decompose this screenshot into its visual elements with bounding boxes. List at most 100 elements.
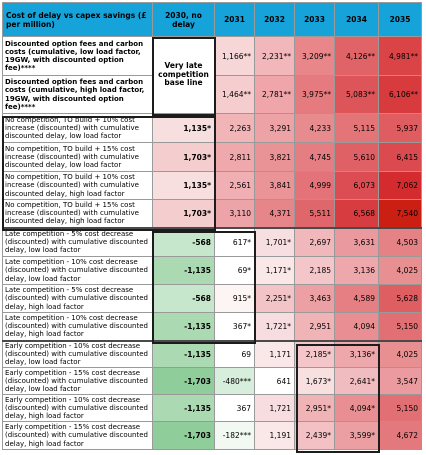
value-cell-2031: 69*: [214, 256, 255, 285]
value-cell-2031: 367: [214, 394, 255, 422]
table-row: No competition, TO build + 10% cost incr…: [2, 171, 422, 200]
value-cell-2035: 6,415: [378, 142, 422, 172]
column-header-2030: 2030, no delay: [152, 2, 215, 37]
table-row: Late competition - 5% cost decrease (dis…: [2, 226, 422, 257]
value-cell-2034: 5,610: [334, 142, 379, 172]
column-header-2031: 2031: [214, 2, 255, 37]
value-cell-2035: 5,150: [378, 394, 422, 422]
value-cell-2034: 2,641*: [334, 367, 379, 395]
value-cell-2032: 3,821: [254, 142, 295, 172]
value-cell-2030: -1,703: [152, 421, 215, 450]
table-body: Discounted option fees and carbon costs …: [2, 36, 422, 450]
column-header-2033: 2033: [294, 2, 335, 37]
row-label: Discounted option fees and carbon costs …: [2, 75, 153, 114]
value-cell-2031: 617*: [214, 226, 255, 257]
value-cell-2031: 2,811: [214, 142, 255, 172]
value-cell-2030: -1,135: [152, 312, 215, 341]
table-row: Early competition - 15% cost decrease (d…: [2, 367, 422, 395]
value-cell-2033: 3,975**: [294, 75, 335, 114]
row-label: No competition, TO build + 10% cost incr…: [2, 113, 153, 143]
row-label: No competition, TO build + 15% cost incr…: [2, 142, 153, 172]
value-cell-2031: 3,110: [214, 199, 255, 228]
value-cell-2030: -1,703: [152, 367, 215, 395]
value-cell-2034: 6,568: [334, 199, 379, 228]
value-cell-2035: 4,672: [378, 421, 422, 450]
value-cell-2035: 7,062: [378, 171, 422, 200]
value-cell-2031: 2,263: [214, 113, 255, 143]
value-cell-2032: 3,841: [254, 171, 295, 200]
value-cell-2032: 1,171*: [254, 256, 295, 285]
table-row: Late competition - 5% cost decrease (dis…: [2, 284, 422, 313]
row-label: Late competition - 10% cost decrease (di…: [2, 312, 153, 341]
value-cell-2032: 1,721: [254, 394, 295, 422]
column-header-2034: 2034: [334, 2, 379, 37]
value-cell-2033: 2,951*: [294, 394, 335, 422]
value-cell-2031: -480***: [214, 367, 255, 395]
value-cell-2034: 5,083**: [334, 75, 379, 114]
column-header-2032: 2032: [254, 2, 295, 37]
value-cell-2030: 1,135*: [152, 171, 215, 200]
value-cell-2035: 5,628: [378, 284, 422, 313]
value-cell-2035: 4,981**: [378, 36, 422, 76]
value-cell-2035: 5,150: [378, 312, 422, 341]
value-cell-2035: 7,540: [378, 199, 422, 228]
row-label: Early competition - 10% cost decrease (d…: [2, 339, 153, 368]
cost-of-delay-table: Cost of delay vs capex savings (£ per mi…: [2, 2, 422, 450]
row-label: No competition, TO build + 15% cost incr…: [2, 199, 153, 228]
value-cell-2033: 2,439*: [294, 421, 335, 450]
value-cell-2033: 4,233: [294, 113, 335, 143]
value-cell-2031: 2,561: [214, 171, 255, 200]
value-cell-2030: -568: [152, 284, 215, 313]
table-title: Cost of delay vs capex savings (£ per mi…: [2, 2, 153, 37]
column-header-2035: 2035: [378, 2, 422, 37]
value-cell-2030: 1,703*: [152, 199, 215, 228]
value-cell-2034: 5,115: [334, 113, 379, 143]
value-cell-2034: 4,126**: [334, 36, 379, 76]
value-cell-2032: 1,701*: [254, 226, 295, 257]
value-cell-2035: 5,937: [378, 113, 422, 143]
value-cell-2033: 3,463: [294, 284, 335, 313]
table-row: No competition, TO build + 15% cost incr…: [2, 199, 422, 228]
value-cell-2032: 1,191: [254, 421, 295, 450]
value-cell-2032: 641: [254, 367, 295, 395]
value-cell-2030: -1,135: [152, 339, 215, 368]
table-row: Early competition - 15% cost decrease (d…: [2, 421, 422, 450]
row-label: Discounted option fees and carbon costs …: [2, 36, 153, 76]
row-label: Early competition - 10% cost decrease (d…: [2, 394, 153, 422]
value-cell-2031: 1,166**: [214, 36, 255, 76]
value-cell-2033: 4,745: [294, 142, 335, 172]
value-cell-2030: -1,135: [152, 394, 215, 422]
value-cell-2034: 4,094*: [334, 394, 379, 422]
value-cell-2031: 367*: [214, 312, 255, 341]
value-cell-2032: 2,231**: [254, 36, 295, 76]
table-row: Discounted option fees and carbon costs …: [2, 36, 422, 114]
value-cell-2030: 1,703*: [152, 142, 215, 172]
value-cell-2031: -182***: [214, 421, 255, 450]
value-cell-2030: 1,135*: [152, 113, 215, 143]
value-cell-2032: 4,371: [254, 199, 295, 228]
value-cell-2031: 69: [214, 339, 255, 368]
value-cell-2035: 4,503: [378, 226, 422, 257]
value-cell-2033: 2,185: [294, 256, 335, 285]
value-cell-2033: 2,697: [294, 226, 335, 257]
value-cell-2035: 4,025: [378, 339, 422, 368]
header-row: Cost of delay vs capex savings (£ per mi…: [2, 2, 422, 37]
value-cell-2035: 3,547: [378, 367, 422, 395]
value-cell-2034: 3,136*: [334, 339, 379, 368]
baseline-note: Very late competition base line: [152, 36, 215, 114]
value-cell-2035: 6,106**: [378, 75, 422, 114]
value-cell-2030: -1,135: [152, 256, 215, 285]
row-label: Late competition - 5% cost decrease (dis…: [2, 284, 153, 313]
row-label: Early competition - 15% cost decrease (d…: [2, 367, 153, 395]
value-cell-2034: 4,589: [334, 284, 379, 313]
value-cell-2033: 2,951: [294, 312, 335, 341]
value-cell-2032: 2,781**: [254, 75, 295, 114]
table-row: Early competition - 10% cost decrease (d…: [2, 394, 422, 422]
value-cell-2031: 1,464**: [214, 75, 255, 114]
value-cell-2033: 4,999: [294, 171, 335, 200]
row-label: Late competition - 10% cost decrease (di…: [2, 256, 153, 285]
table-row: No competition, TO build + 10% cost incr…: [2, 113, 422, 143]
value-cell-2033: 1,673*: [294, 367, 335, 395]
value-cell-2033: 2,185*: [294, 339, 335, 368]
value-cell-2032: 1,721*: [254, 312, 295, 341]
